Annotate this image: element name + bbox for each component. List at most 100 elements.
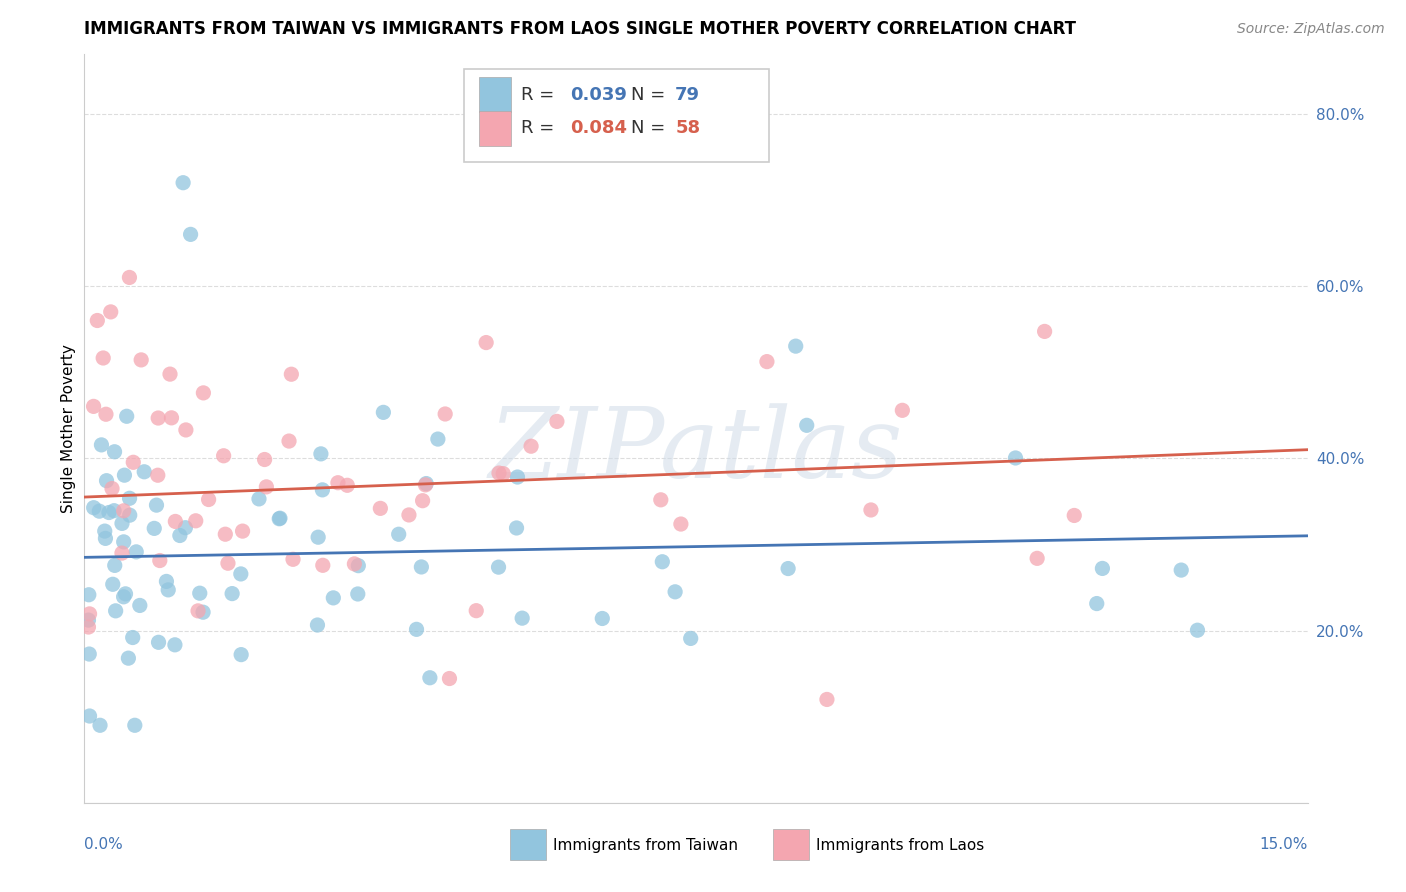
Point [426, 432, 449, 446]
Point [94, 524, 117, 538]
Point [149, 553, 172, 567]
Point [118, 491, 141, 506]
Point [90, 438, 112, 452]
Point [336, 478, 359, 492]
Point [280, 368, 302, 382]
Point [125, 545, 148, 559]
Point [174, 423, 197, 437]
Text: 15.0%: 15.0% [1260, 837, 1308, 852]
Point [231, 648, 253, 662]
Text: Source: ZipAtlas.com: Source: ZipAtlas.com [1237, 22, 1385, 37]
Point [104, 558, 127, 573]
Point [312, 558, 335, 573]
Point [157, 582, 180, 597]
Point [439, 672, 461, 686]
Point [129, 352, 152, 367]
Point [214, 527, 236, 541]
Point [269, 511, 291, 525]
Text: 0.0%: 0.0% [84, 837, 124, 852]
Point [1063, 508, 1085, 523]
Point [679, 632, 702, 646]
Point [370, 501, 392, 516]
Point [77, 647, 100, 661]
Point [193, 385, 215, 400]
Text: N =: N = [631, 86, 671, 103]
Point [159, 367, 181, 381]
Point [1187, 624, 1209, 638]
Point [465, 604, 488, 618]
Point [124, 718, 146, 732]
Point [89, 504, 111, 518]
Point [114, 468, 136, 483]
Point [112, 534, 135, 549]
Point [188, 586, 211, 600]
Point [134, 465, 156, 479]
Point [112, 504, 135, 518]
Point [796, 418, 818, 433]
Point [785, 339, 807, 353]
Point [475, 335, 498, 350]
Point [79, 709, 101, 723]
Point [815, 692, 838, 706]
Point [388, 527, 411, 541]
Point [278, 434, 301, 448]
Point [1091, 561, 1114, 575]
Point [488, 466, 510, 480]
Point [128, 599, 150, 613]
Text: ZIPatlas: ZIPatlas [489, 403, 903, 499]
Point [891, 403, 914, 417]
Point [326, 475, 349, 490]
Point [79, 607, 101, 621]
Point [411, 560, 433, 574]
Point [520, 439, 543, 453]
Point [83, 500, 105, 515]
Point [307, 530, 329, 544]
Point [419, 671, 441, 685]
FancyBboxPatch shape [464, 69, 769, 162]
Y-axis label: Single Mother Poverty: Single Mother Poverty [60, 343, 76, 513]
Point [187, 604, 209, 618]
Point [143, 521, 166, 535]
Text: 0.039: 0.039 [569, 86, 627, 103]
Point [121, 631, 143, 645]
Point [172, 176, 194, 190]
Point [145, 498, 167, 512]
Point [346, 587, 368, 601]
Point [591, 611, 613, 625]
Text: Immigrants from Laos: Immigrants from Laos [815, 838, 984, 853]
Point [184, 514, 207, 528]
Point [197, 492, 219, 507]
Text: 79: 79 [675, 86, 700, 103]
Point [103, 504, 125, 518]
Point [97, 506, 120, 520]
Point [651, 555, 673, 569]
Point [1085, 597, 1108, 611]
Point [1026, 551, 1049, 566]
Text: N =: N = [631, 120, 671, 137]
Point [101, 577, 124, 591]
Point [546, 414, 568, 428]
Point [488, 560, 510, 574]
Point [309, 447, 332, 461]
Point [412, 493, 434, 508]
FancyBboxPatch shape [510, 829, 546, 861]
Point [104, 604, 127, 618]
Text: R =: R = [522, 86, 560, 103]
Point [86, 313, 108, 327]
Point [91, 351, 114, 365]
FancyBboxPatch shape [479, 112, 512, 145]
Point [77, 620, 100, 634]
Point [146, 468, 169, 483]
Point [96, 474, 118, 488]
Point [1033, 325, 1056, 339]
Point [122, 455, 145, 469]
Point [174, 521, 197, 535]
Point [191, 605, 214, 619]
Point [415, 476, 437, 491]
Point [83, 400, 105, 414]
Point [492, 467, 515, 481]
Point [160, 410, 183, 425]
Point [118, 270, 141, 285]
Point [322, 591, 344, 605]
FancyBboxPatch shape [773, 829, 808, 861]
